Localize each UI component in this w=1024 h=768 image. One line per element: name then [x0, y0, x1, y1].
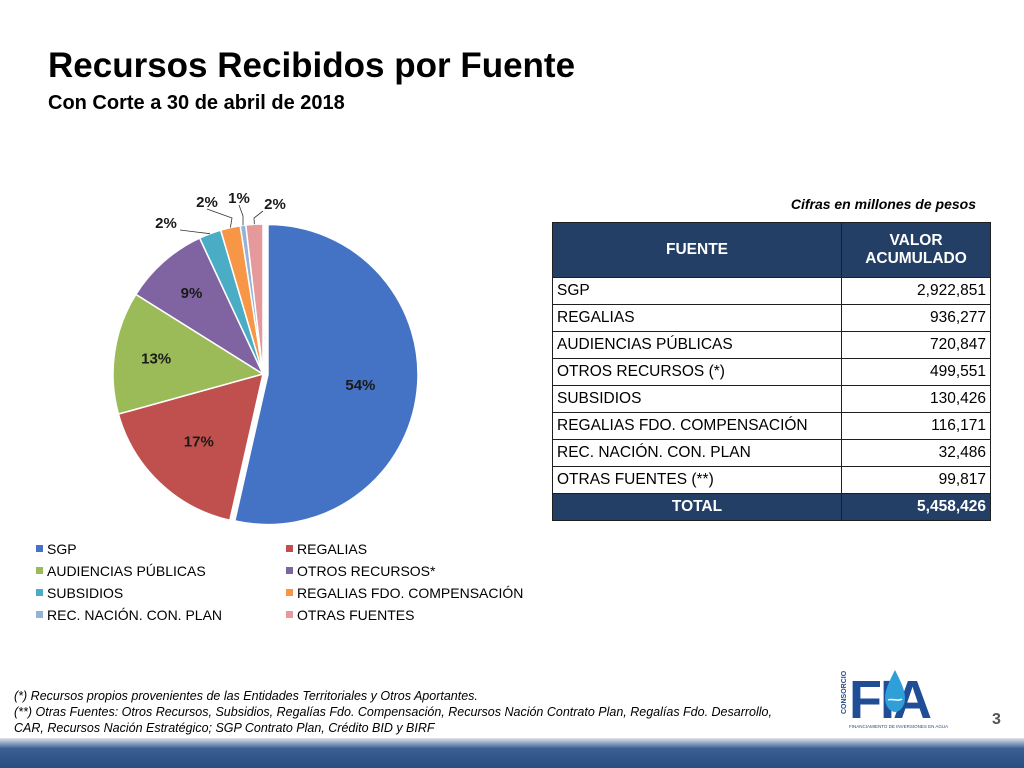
legend-item: AUDIENCIAS PÚBLICAS [36, 561, 286, 580]
chart-legend: SGP REGALIAS AUDIENCIAS PÚBLICAS OTROS RECU… [36, 539, 556, 624]
row-fuente: OTROS RECURSOS (*) [552, 358, 842, 386]
pie-slice-0 [233, 223, 419, 526]
table-total-row: TOTAL 5,458,426 [552, 493, 991, 521]
table-row: REGALIAS FDO. COMPENSACIÓN 116,171 [552, 412, 991, 440]
table-row: REC. NACIÓN. CON. PLAN 32,486 [552, 439, 991, 467]
legend-item: REGALIAS [286, 539, 546, 558]
leader-line-7 [253, 210, 264, 225]
row-valor: 2,922,851 [841, 277, 991, 305]
footnote-2: (**) Otras Fuentes: Otros Recursos, Subs… [14, 705, 772, 719]
row-valor: 116,171 [841, 412, 991, 440]
pie-slice-3 [134, 237, 265, 376]
pie-chart: 54% 17% 13% 9% 2% 2% 1% 2% [112, 190, 419, 526]
page-subtitle: Con Corte a 30 de abril de 2018 [48, 92, 345, 114]
legend-swatch [286, 567, 293, 574]
legend-label: OTRAS FUENTES [297, 606, 415, 623]
legend-swatch [286, 589, 293, 596]
data-label-7: 2% [264, 196, 286, 213]
table-row: SUBSIDIOS 130,426 [552, 385, 991, 413]
table-row: OTRAS FUENTES (**) 99,817 [552, 466, 991, 494]
legend-item: SUBSIDIOS [36, 583, 286, 602]
legend-item: SGP [36, 539, 286, 558]
data-label-2: 13% [141, 350, 171, 367]
total-value: 5,458,426 [841, 493, 991, 521]
legend-item: REGALIAS FDO. COMPENSACIÓN [286, 583, 546, 602]
leader-line-4 [179, 229, 211, 235]
header-fuente: FUENTE [552, 222, 842, 278]
legend-swatch [286, 545, 293, 552]
legend-label: REGALIAS FDO. COMPENSACIÓN [297, 584, 524, 601]
row-fuente: REC. NACIÓN. CON. PLAN [552, 439, 842, 467]
table-row: OTROS RECURSOS (*) 499,551 [552, 358, 991, 386]
footer-bar [0, 738, 1024, 768]
row-valor: 32,486 [841, 439, 991, 467]
footnote-1: (*) Recursos propios provenientes de las… [14, 689, 478, 703]
table-row: SGP 2,922,851 [552, 277, 991, 305]
table-header-row: FUENTE VALOR ACUMULADO [552, 222, 991, 278]
row-fuente: SGP [552, 277, 842, 305]
row-valor: 499,551 [841, 358, 991, 386]
water-drop-icon [885, 670, 905, 712]
page-number: 3 [992, 711, 1001, 728]
row-valor: 130,426 [841, 385, 991, 413]
legend-item: OTRAS FUENTES [286, 605, 546, 624]
footnote-3: CAR, Recursos Nación Estratégico; SGP Co… [14, 721, 435, 735]
legend-swatch [36, 567, 43, 574]
leader-line-5 [206, 208, 233, 228]
legend-item: OTROS RECURSOS* [286, 561, 546, 580]
legend-swatch [36, 589, 43, 596]
row-fuente: OTRAS FUENTES (**) [552, 466, 842, 494]
row-fuente: AUDIENCIAS PÚBLICAS [552, 331, 842, 359]
data-label-0: 54% [345, 377, 375, 394]
consorcio-fia-logo: CONSORCIO FIA FINANCIAMIENTO DE INVERSIO… [841, 670, 948, 730]
row-valor: 720,847 [841, 331, 991, 359]
logo-tagline: FINANCIAMIENTO DE INVERSIONES EN AGUA [849, 724, 948, 729]
leader-line-6 [238, 204, 244, 226]
header-valor: VALOR ACUMULADO [841, 222, 991, 278]
legend-label: OTROS RECURSOS* [297, 562, 436, 579]
legend-swatch [36, 611, 43, 618]
row-fuente: REGALIAS [552, 304, 842, 332]
data-label-5: 2% [196, 194, 218, 211]
data-label-6: 1% [228, 190, 250, 207]
legend-swatch [286, 611, 293, 618]
legend-label: SUBSIDIOS [47, 584, 124, 601]
legend-swatch [36, 545, 43, 552]
data-label-4: 2% [155, 215, 177, 232]
footnotes: (*) Recursos propios provenientes de las… [14, 688, 804, 736]
page-title: Recursos Recibidos por Fuente [48, 46, 576, 85]
sources-table: FUENTE VALOR ACUMULADO SGP 2,922,851 REGA… [552, 222, 991, 521]
pie-slice-2 [112, 293, 265, 415]
legend-item: REC. NACIÓN. CON. PLAN [36, 605, 286, 624]
data-label-3: 9% [181, 285, 203, 302]
legend-label: SGP [47, 540, 77, 557]
legend-label: REC. NACIÓN. CON. PLAN [47, 606, 223, 623]
legend-label: AUDIENCIAS PÚBLICAS [47, 562, 206, 579]
table-row: REGALIAS 936,277 [552, 304, 991, 332]
row-valor: 99,817 [841, 466, 991, 494]
table-row: AUDIENCIAS PÚBLICAS 720,847 [552, 331, 991, 359]
logo-side-text: CONSORCIO [841, 670, 848, 714]
total-label: TOTAL [552, 493, 842, 521]
legend-label: REGALIAS [297, 540, 368, 557]
row-fuente: SUBSIDIOS [552, 385, 842, 413]
pie-slice-1 [117, 372, 265, 522]
row-fuente: REGALIAS FDO. COMPENSACIÓN [552, 412, 842, 440]
data-label-1: 17% [184, 433, 214, 450]
units-note: Cifras en millones de pesos [790, 196, 976, 212]
row-valor: 936,277 [841, 304, 991, 332]
